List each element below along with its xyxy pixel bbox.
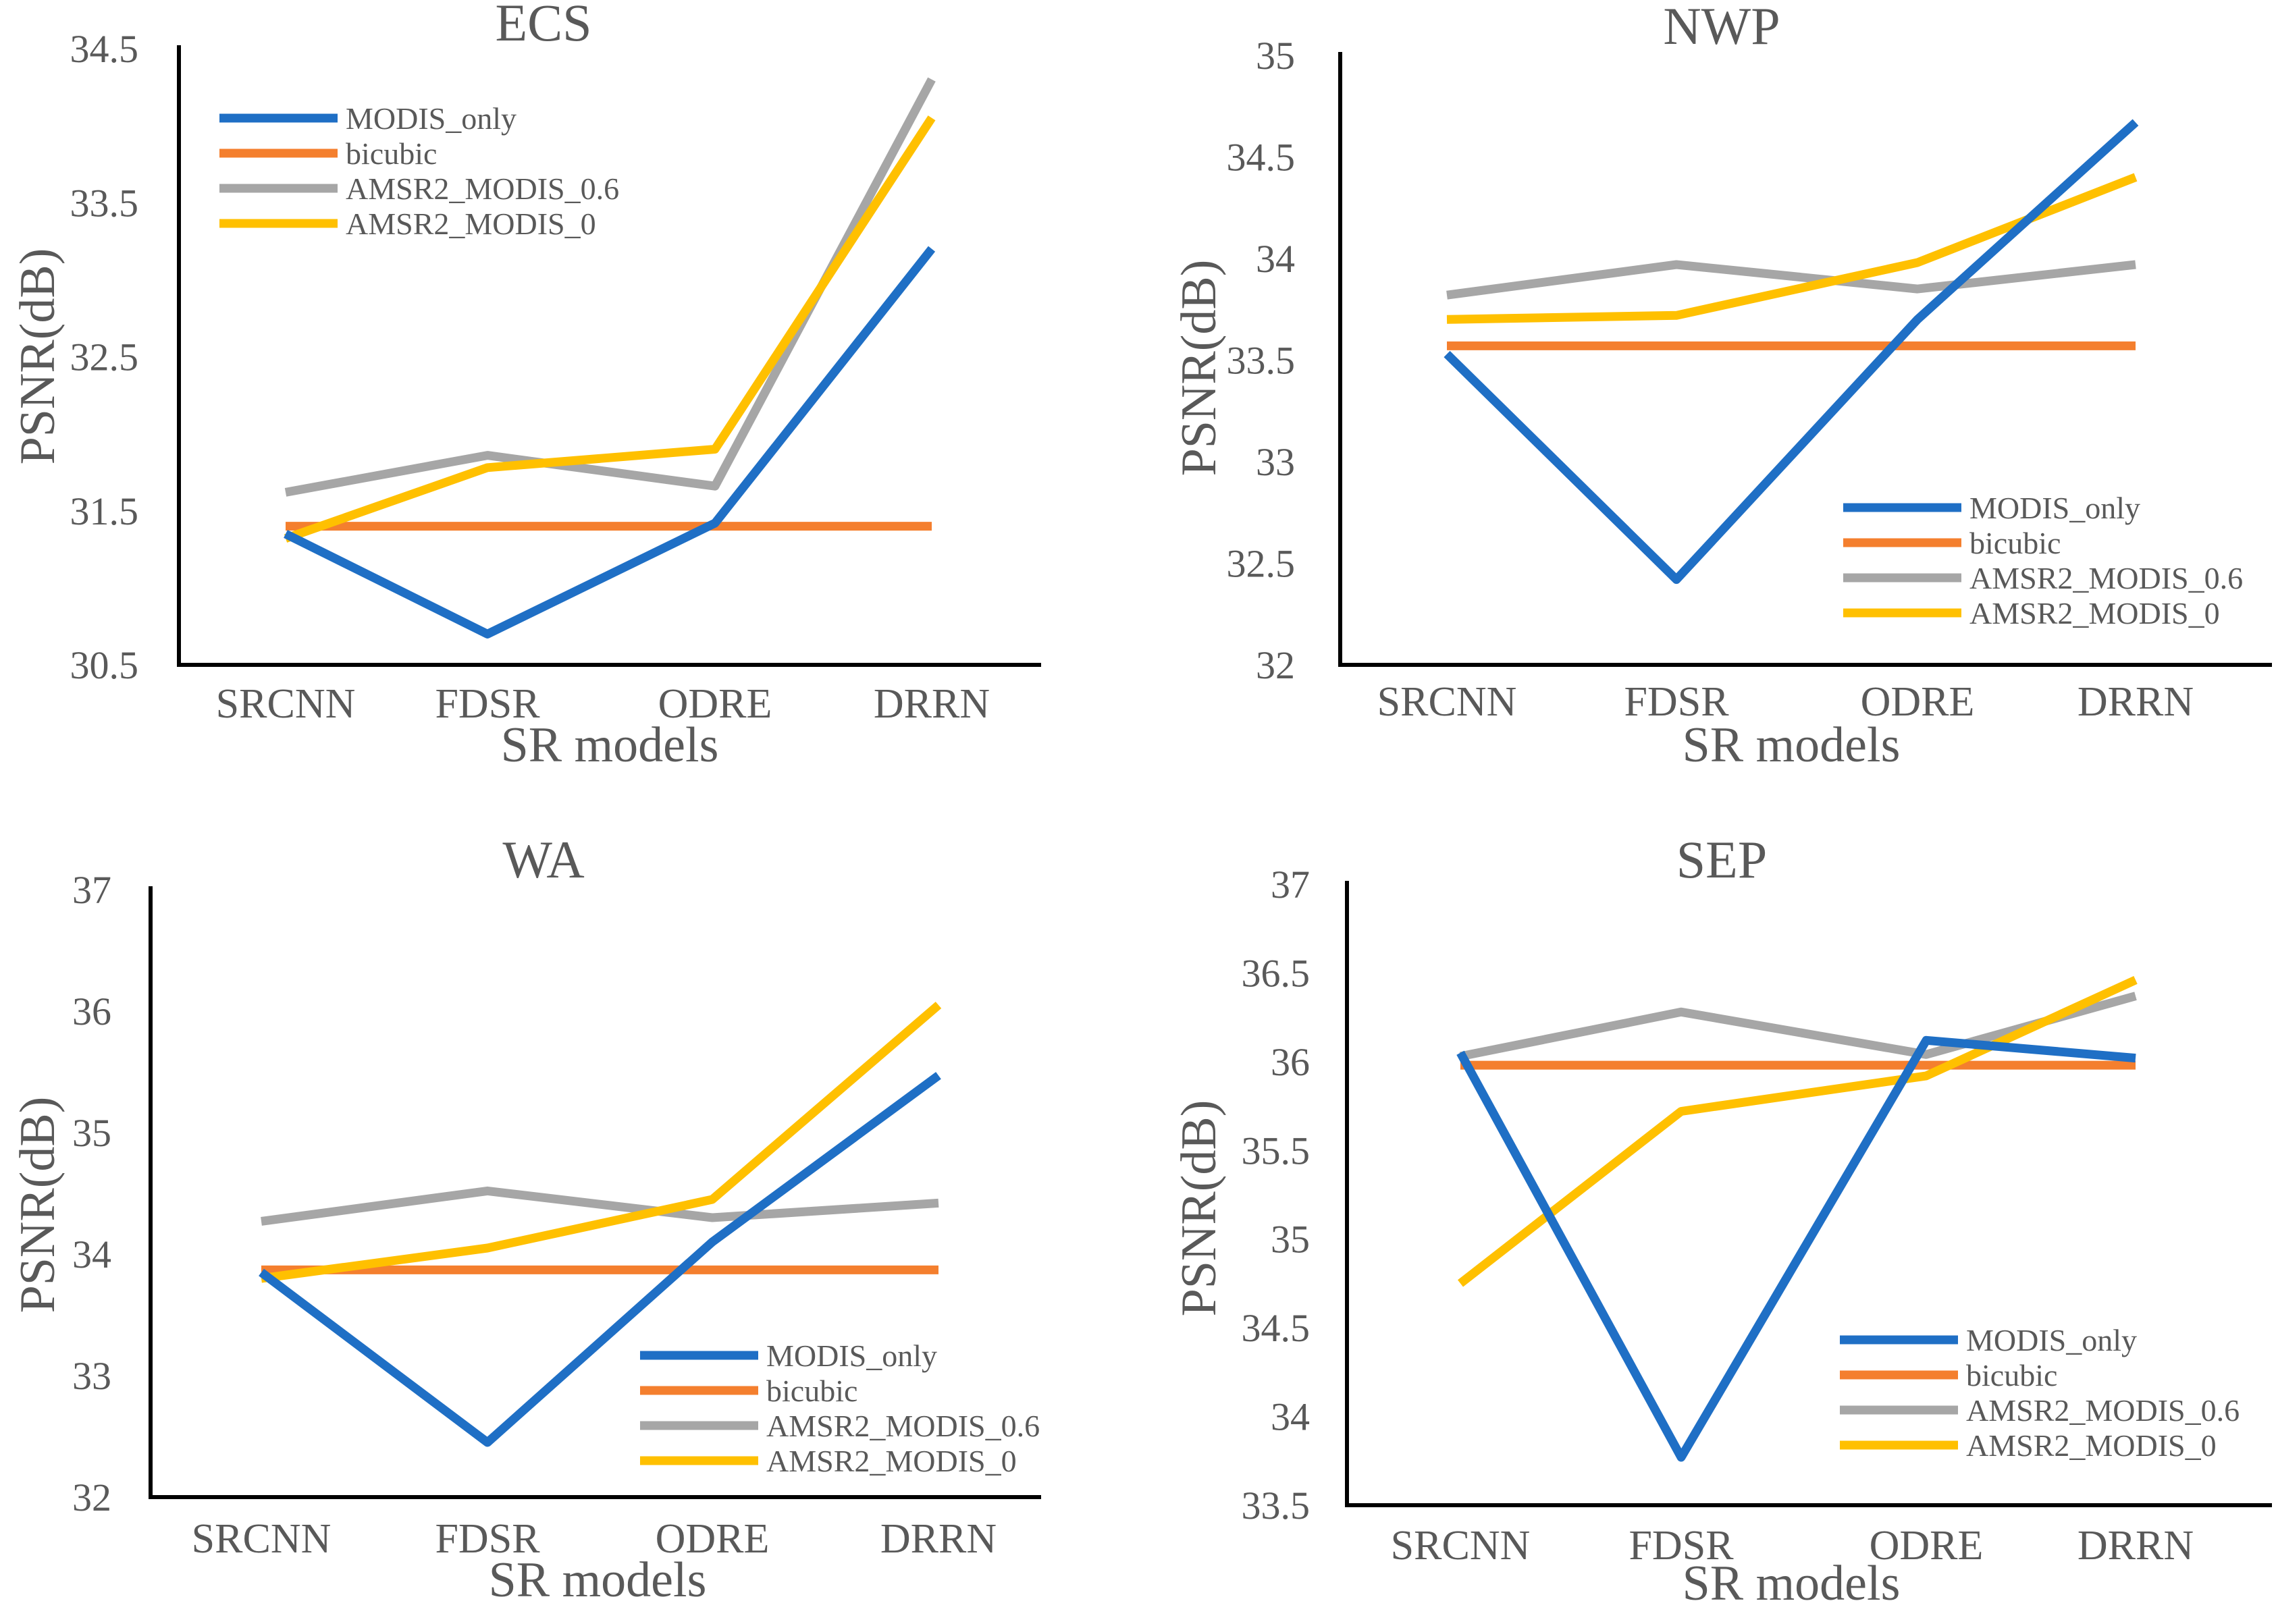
nwp-series-line-amsr2-modis-0-6 [1446, 260, 2136, 300]
ecs-y-tick-label: 30.5 [70, 643, 139, 687]
ecs-y-tick-label: 33.5 [70, 181, 139, 225]
sep-x-axis-label: SR models [1683, 1556, 1901, 1611]
wa-y-axis-label: PSNR(dB) [10, 1097, 65, 1314]
ecs-chart-title: ECS [495, 0, 591, 52]
nwp-legend-label-modis-only: MODIS_only [1969, 491, 2140, 525]
sep-x-tick-label-odre: ODRE [1870, 1523, 1984, 1569]
ecs-y-axis-label: PSNR(dB) [10, 248, 65, 465]
wa-legend-label-bicubic: bicubic [766, 1374, 857, 1408]
wa-x-tick-label-fdsr: FDSR [435, 1516, 540, 1562]
wa-series-line-amsr2-modis-0-6 [261, 1186, 939, 1226]
sep-y-tick-label: 33.5 [1242, 1484, 1311, 1527]
sep-chart-title: SEP [1676, 830, 1767, 889]
nwp-y-tick-label: 32.5 [1227, 542, 1296, 586]
sep-y-tick-label: 36.5 [1242, 951, 1311, 995]
chart-panel-nwp: NWP 32 32.5 33 33.5 34 34.5 35 SRCNN FDSR ODRE DRRN… [1171, 0, 2272, 773]
nwp-x-tick-label-odre: ODRE [1861, 679, 1975, 725]
ecs-x-axis-label: SR models [501, 718, 719, 773]
ecs-legend-label-amsr2-modis-0: AMSR2_MODIS_0 [346, 207, 596, 241]
wa-legend-label-modis-only: MODIS_only [766, 1338, 937, 1373]
chart-panel-wa: WA 32 33 34 35 36 37 SRCNN FDSR ODRE DRRN SR models… [10, 830, 1041, 1608]
wa-x-tick-label-srcnn: SRCNN [192, 1516, 332, 1562]
sep-y-tick-label: 34 [1271, 1395, 1310, 1439]
ecs-x-tick-label-srcnn: SRCNN [216, 681, 356, 727]
sep-legend-label-modis-only: MODIS_only [1966, 1323, 2137, 1357]
wa-series-line-amsr2-modis-0 [261, 1002, 942, 1283]
nwp-y-tick-label: 34 [1256, 237, 1295, 281]
wa-series-line-modis-only [259, 1072, 941, 1447]
sep-legend: MODIS_onlybicubicAMSR2_MODIS_0.6AMSR2_MO… [1840, 1323, 2240, 1463]
sep-y-axis-label: PSNR(dB) [1171, 1100, 1227, 1317]
nwp-y-tick-label: 34.5 [1227, 136, 1296, 180]
sep-legend-label-amsr2-modis-0-6: AMSR2_MODIS_0.6 [1966, 1393, 2240, 1428]
wa-x-tick-label-odre: ODRE [656, 1516, 770, 1562]
sep-x-tick-label-srcnn: SRCNN [1391, 1523, 1531, 1569]
nwp-x-tick-label-srcnn: SRCNN [1377, 679, 1517, 725]
nwp-y-tick-label: 33.5 [1227, 339, 1296, 383]
nwp-series-line-amsr2-modis-0 [1446, 173, 2138, 324]
sep-y-tick-label: 34.5 [1242, 1306, 1311, 1350]
nwp-y-tick-label: 32 [1256, 643, 1295, 687]
wa-y-tick-label: 35 [72, 1111, 111, 1155]
wa-y-tick-label: 32 [72, 1476, 111, 1519]
nwp-legend-label-amsr2-modis-0-6: AMSR2_MODIS_0.6 [1969, 561, 2243, 595]
nwp-x-tick-label-fdsr: FDSR [1624, 679, 1729, 725]
ecs-x-tick-label-fdsr: FDSR [435, 681, 540, 727]
nwp-y-axis-label: PSNR(dB) [1171, 260, 1227, 477]
ecs-legend-label-amsr2-modis-0-6: AMSR2_MODIS_0.6 [346, 171, 619, 206]
wa-x-tick-label-drrn: DRRN [880, 1516, 997, 1562]
sep-y-tick-label: 37 [1271, 863, 1310, 906]
wa-y-tick-label: 36 [72, 990, 111, 1033]
wa-legend-label-amsr2-modis-0-6: AMSR2_MODIS_0.6 [766, 1409, 1040, 1443]
sep-series-line-amsr2-modis-0 [1458, 975, 2138, 1287]
ecs-y-tick-label: 31.5 [70, 489, 139, 533]
chart-panel-ecs: ECS 30.5 31.5 32.5 33.5 34.5 SRCNN FDSR ODRE DRRN… [10, 0, 1041, 773]
nwp-chart-title: NWP [1663, 0, 1780, 55]
wa-legend: MODIS_onlybicubicAMSR2_MODIS_0.6AMSR2_MO… [640, 1338, 1040, 1478]
chart-panel-sep: SEP 33.5 34 34.5 35 35.5 36 36.5 37 SRCNN FDSR ODRE… [1171, 830, 2272, 1611]
sep-series-line-modis-only [1456, 1035, 2136, 1462]
ecs-x-tick-label-odre: ODRE [658, 681, 772, 727]
wa-y-tick-label: 34 [72, 1233, 111, 1276]
nwp-legend: MODIS_onlybicubicAMSR2_MODIS_0.6AMSR2_MO… [1843, 491, 2243, 630]
sep-y-tick-label: 36 [1271, 1040, 1310, 1084]
ecs-x-tick-label-drrn: DRRN [874, 681, 990, 727]
nwp-series-line-modis-only [1444, 119, 2139, 585]
nwp-y-tick-label: 33 [1256, 440, 1295, 484]
ecs-series-line-modis-only [284, 246, 936, 639]
ecs-y-tick-label: 32.5 [70, 335, 139, 379]
wa-y-tick-label: 37 [72, 868, 111, 912]
sep-x-tick-label-drrn: DRRN [2077, 1523, 2194, 1569]
wa-y-tick-label: 33 [72, 1354, 111, 1398]
sep-x-tick-label-fdsr: FDSR [1629, 1523, 1734, 1569]
wa-legend-label-amsr2-modis-0: AMSR2_MODIS_0 [766, 1444, 1017, 1478]
sep-y-tick-label: 35 [1271, 1218, 1310, 1262]
wa-x-axis-label: SR models [489, 1552, 707, 1608]
sep-y-tick-label: 35.5 [1242, 1129, 1311, 1172]
ecs-legend: MODIS_onlybicubicAMSR2_MODIS_0.6AMSR2_MO… [219, 101, 619, 241]
nwp-x-tick-label-drrn: DRRN [2077, 679, 2194, 725]
nwp-x-axis-label: SR models [1683, 718, 1901, 773]
ecs-legend-label-bicubic: bicubic [346, 136, 437, 171]
ecs-series-line-amsr2-modis-0 [284, 115, 936, 543]
wa-chart-title: WA [502, 830, 584, 889]
nwp-legend-label-amsr2-modis-0: AMSR2_MODIS_0 [1969, 596, 2220, 630]
nwp-legend-label-bicubic: bicubic [1969, 526, 2061, 560]
sep-legend-label-amsr2-modis-0: AMSR2_MODIS_0 [1966, 1428, 2217, 1463]
sep-legend-label-bicubic: bicubic [1966, 1358, 2057, 1392]
ecs-legend-label-modis-only: MODIS_only [346, 101, 517, 136]
ecs-y-tick-label: 34.5 [70, 27, 139, 71]
nwp-y-tick-label: 35 [1256, 34, 1295, 78]
